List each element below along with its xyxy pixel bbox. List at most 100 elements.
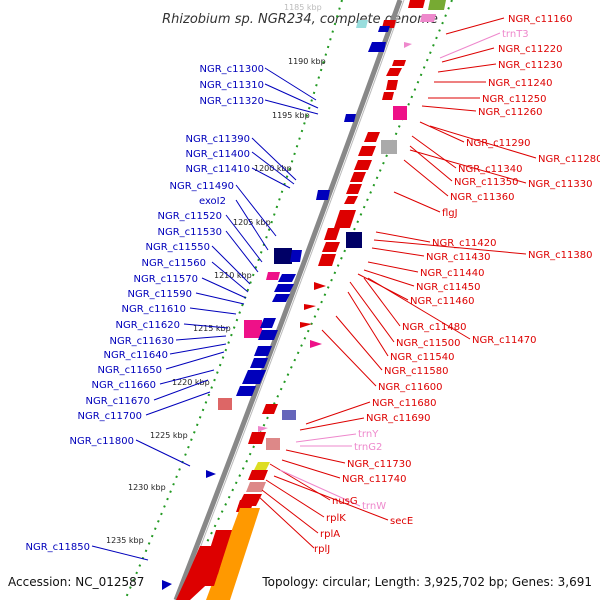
gene-label: NGR_c11330 <box>528 179 593 190</box>
gene-arrow <box>254 346 272 356</box>
gene-arrow <box>236 386 256 396</box>
gene-arrow <box>428 0 446 10</box>
gene-arrow <box>358 146 376 156</box>
gene-arrow <box>316 190 330 200</box>
right-labels: NGR_c11160 trnT3 NGR_c11220 NGR_c11230 N… <box>314 14 600 555</box>
gene-arrow <box>344 114 356 122</box>
kbp-tick-label: 1225 kbp <box>150 431 188 440</box>
gene-arrow <box>206 508 260 600</box>
gene-label: NGR_c11660 <box>92 380 157 391</box>
gene-label: NGR_c11490 <box>170 181 235 192</box>
gene-label: nusG <box>332 496 358 507</box>
left-leader-lines <box>91 67 319 561</box>
gene-features <box>162 0 446 600</box>
gene-label: rplK <box>326 513 346 524</box>
gene-label: NGR_c11250 <box>482 94 547 105</box>
gene-label: NGR_c11570 <box>134 274 199 285</box>
gene-arrow <box>334 210 356 228</box>
kbp-tick-label: 1190 kbp <box>288 57 326 66</box>
gene-label: NGR_c11470 <box>472 335 537 346</box>
gene-label: NGR_c11400 <box>186 149 251 160</box>
rna-feature <box>258 426 268 432</box>
gene-block <box>282 410 296 420</box>
gene-label: NGR_c11350 <box>454 177 519 188</box>
gene-arrow <box>304 304 316 310</box>
gene-label: trnG2 <box>354 442 382 453</box>
gene-arrow <box>368 42 386 52</box>
gene-arrow <box>386 80 398 90</box>
gene-arrow <box>274 284 294 292</box>
gene-label: NGR_c11630 <box>110 336 175 347</box>
gene-arrow <box>206 470 216 478</box>
gene-block <box>393 106 407 120</box>
gene-label: NGR_c11640 <box>104 350 169 361</box>
kbp-tick-label: 1235 kbp <box>106 536 144 545</box>
gene-block <box>254 462 270 470</box>
rna-feature <box>420 14 436 22</box>
gene-label: NGR_c11580 <box>384 366 449 377</box>
gene-arrow <box>346 184 362 194</box>
gene-label: NGR_c11450 <box>416 282 481 293</box>
gene-arrow <box>300 322 312 328</box>
right-leader-lines <box>257 17 537 549</box>
gene-arrow <box>262 404 278 414</box>
gene-label: NGR_c11740 <box>342 474 407 485</box>
gene-label: NGR_c11730 <box>347 459 412 470</box>
gene-block <box>266 272 280 280</box>
gene-label: NGR_c11430 <box>426 252 491 263</box>
gene-label: NGR_c11700 <box>78 411 143 422</box>
gene-label: NGR_c11390 <box>186 134 251 145</box>
gene-label: NGR_c11440 <box>420 268 485 279</box>
gene-arrow <box>350 172 366 182</box>
kbp-tick-label: 1210 kbp <box>214 271 252 280</box>
genome-summary: Topology: circular; Length: 3,925,702 bp… <box>261 575 592 589</box>
gene-arrow <box>250 358 268 368</box>
kbp-scale-line <box>124 0 343 600</box>
gene-block <box>218 398 232 410</box>
kbp-tick-label: 1220 kbp <box>172 378 210 387</box>
gene-label: trnW <box>362 501 386 512</box>
gene-label: NGR_c11500 <box>396 338 461 349</box>
gene-arrow <box>248 432 266 444</box>
gene-arrow <box>258 330 278 340</box>
gene-label: flgJ <box>442 208 458 219</box>
gene-arrow <box>290 250 302 262</box>
gene-label: NGR_c11850 <box>26 542 91 553</box>
gene-arrow <box>318 254 336 266</box>
gene-label: NGR_c11340 <box>458 164 523 175</box>
gene-arrow <box>176 546 226 600</box>
rna-leader-lines <box>279 32 501 507</box>
gene-block <box>246 482 266 492</box>
gene-label: NGR_c11460 <box>410 296 475 307</box>
gene-arrow <box>392 60 406 66</box>
left-labels: NGR_c11300 NGR_c11310 NGR_c11320 NGR_c11… <box>26 64 265 553</box>
gene-label: trnY <box>358 429 379 440</box>
gene-label: NGR_c11800 <box>70 436 135 447</box>
map-title: Rhizobium sp. NGR234, complete genome <box>162 12 438 27</box>
kbp-tick-label: 1195 kbp <box>272 111 310 120</box>
kbp-tick-label: 1215 kbp <box>193 324 231 333</box>
gene-label: NGR_c11160 <box>508 14 573 25</box>
gene-label: NGR_c11320 <box>200 96 265 107</box>
gene-label: NGR_c11410 <box>186 164 251 175</box>
kbp-tick-label: 1185 kbp <box>284 3 322 12</box>
accession-label: Accession: NC_012587 <box>8 575 144 589</box>
gene-label: secE <box>390 516 413 527</box>
gene-label: NGR_c11610 <box>122 304 187 315</box>
gene-arrow <box>260 318 276 328</box>
gene-block <box>346 232 362 248</box>
gene-arrow <box>344 196 358 204</box>
rna-feature <box>404 42 412 48</box>
gene-label: NGR_c11650 <box>98 365 163 376</box>
gene-block <box>244 320 262 338</box>
gene-label: NGR_c11600 <box>378 382 443 393</box>
backbone-highlight <box>179 0 405 600</box>
gene-label: NGR_c11240 <box>488 78 553 89</box>
gene-label: NGR_c11220 <box>498 44 563 55</box>
gene-label: exoI2 <box>199 196 226 207</box>
gene-label: NGR_c11690 <box>366 413 431 424</box>
gene-label: NGR_c11560 <box>142 258 207 269</box>
gene-label: NGR_c11280 <box>538 154 600 165</box>
